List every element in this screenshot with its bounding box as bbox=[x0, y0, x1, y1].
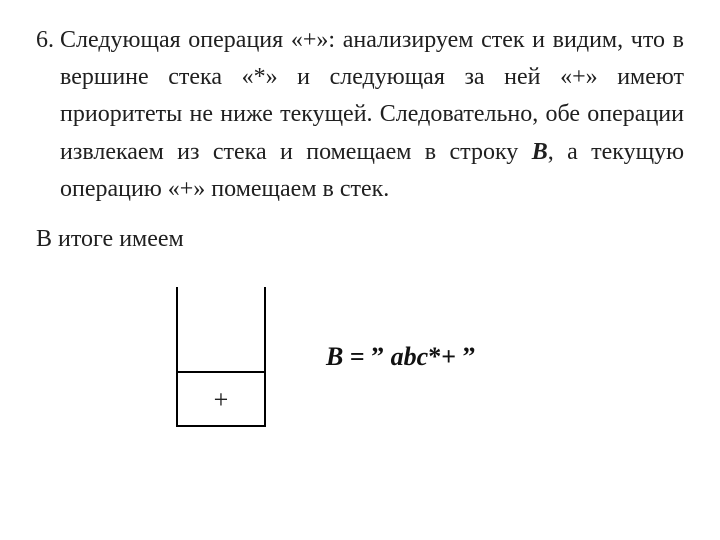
eqn-vars: abc bbox=[391, 342, 429, 371]
item-text: Следующая операция «+»: анализируем стек… bbox=[60, 22, 684, 208]
eqn-lhs: B bbox=[326, 342, 343, 371]
result-label: В итоге имеем bbox=[36, 226, 684, 253]
eqn-close-quote: ” bbox=[456, 342, 476, 371]
item-number: 6. bbox=[36, 22, 60, 208]
stack-diagram: + bbox=[176, 287, 266, 427]
equation: B = ” abc*+ ” bbox=[326, 342, 476, 372]
eqn-eq: = bbox=[343, 342, 371, 371]
eqn-open-quote: ” bbox=[371, 342, 384, 371]
list-item-6: 6. Следующая операция «+»: анализируем с… bbox=[36, 22, 684, 208]
figure-row: + B = ” abc*+ ” bbox=[36, 287, 684, 427]
stack-cell: + bbox=[176, 373, 266, 427]
eqn-ops: *+ bbox=[428, 342, 456, 371]
